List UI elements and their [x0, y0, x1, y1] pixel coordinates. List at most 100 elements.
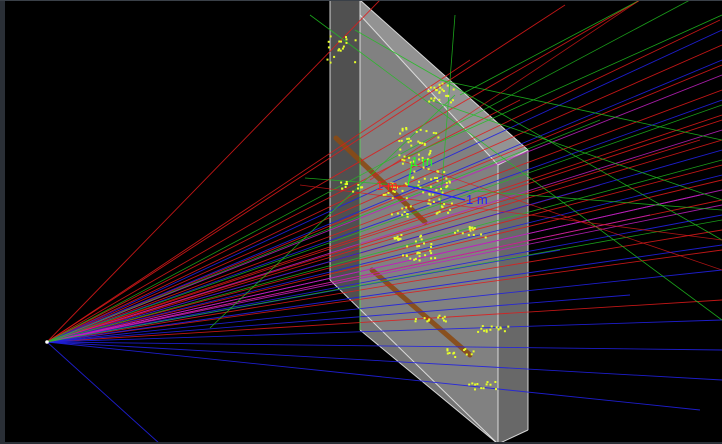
hit-point	[445, 94, 448, 97]
track-green-secondary	[439, 14, 456, 211]
track-red	[46, 114, 722, 343]
hit-point	[438, 198, 441, 201]
hit-point	[398, 154, 401, 157]
hit-point	[396, 235, 399, 238]
hit-point	[485, 383, 488, 386]
hit-point	[450, 101, 452, 104]
hit-point	[441, 317, 444, 320]
hit-point	[436, 180, 439, 182]
hit-point	[482, 387, 485, 390]
hit-point	[480, 327, 483, 330]
hit-point	[417, 153, 420, 156]
hit-point	[474, 383, 477, 386]
hit-point	[361, 186, 364, 189]
track-red-secondary	[299, 184, 722, 241]
hit-point	[392, 190, 395, 193]
hit-point	[345, 36, 347, 39]
hit-point	[393, 190, 396, 193]
hit-point	[430, 243, 433, 245]
hit-point	[441, 82, 444, 85]
hit-point	[397, 239, 400, 241]
hit-point	[433, 97, 436, 100]
hit-point	[417, 140, 420, 143]
hit-point	[341, 187, 344, 190]
detector-top-face	[360, 0, 528, 165]
hit-point	[497, 328, 500, 331]
track-green	[46, 119, 601, 343]
hit-point	[346, 183, 348, 185]
hit-point	[503, 330, 506, 333]
hit-point	[394, 186, 397, 188]
hit-point	[446, 348, 449, 351]
viewport-bottom-frame	[0, 442, 722, 444]
hit-point	[429, 185, 432, 188]
hit-point	[461, 232, 464, 235]
track-red	[46, 44, 722, 343]
track-red-secondary	[399, 159, 722, 271]
hit-point	[401, 158, 404, 161]
hit-point	[421, 159, 424, 162]
hit-point	[431, 193, 434, 196]
track-blue	[46, 149, 722, 343]
track-magenta	[46, 74, 722, 343]
track-red	[46, 119, 722, 343]
detector-edge	[329, 279, 499, 444]
track-red	[46, 19, 721, 343]
hit-point	[340, 181, 343, 184]
viewport-left-frame	[0, 0, 5, 444]
hit-point	[399, 237, 402, 240]
hit-point	[406, 215, 409, 218]
track-red	[46, 89, 722, 343]
hit-point	[387, 192, 390, 194]
hit-point	[430, 245, 432, 248]
hit-point	[342, 45, 345, 48]
hit-point	[428, 318, 431, 321]
hit-point	[440, 205, 443, 208]
hit-point	[470, 353, 473, 356]
hit-point	[416, 245, 419, 248]
hit-point	[345, 38, 348, 41]
hit-point	[414, 257, 417, 260]
hit-point	[352, 190, 355, 193]
hit-point	[434, 257, 437, 260]
hit-point	[426, 320, 429, 323]
hit-point	[408, 156, 411, 159]
hit-point	[427, 168, 430, 171]
hit-point	[441, 191, 444, 194]
track-green-secondary	[429, 99, 722, 201]
hit-point	[429, 152, 432, 155]
hit-point	[401, 162, 404, 165]
hit-point	[437, 136, 440, 139]
track-blue	[46, 174, 722, 343]
hit-point	[472, 233, 475, 236]
detector-front-face	[360, 15, 498, 444]
hit-point	[420, 238, 423, 241]
track-green-secondary	[459, 0, 641, 96]
track-red	[46, 229, 722, 343]
hit-point	[423, 143, 426, 146]
hit-point	[446, 94, 449, 97]
hit-point	[481, 325, 484, 328]
hit-point	[472, 228, 475, 231]
hit-point	[408, 137, 411, 140]
hit-point	[414, 240, 417, 243]
hit-point	[395, 237, 398, 240]
hit-point	[494, 381, 497, 383]
axis-z-line	[407, 185, 466, 201]
hit-point	[495, 326, 498, 329]
hit-point	[354, 61, 357, 64]
hit-point	[463, 349, 466, 351]
hit-point	[447, 211, 450, 214]
hit-point	[329, 61, 332, 64]
hit-point	[399, 132, 402, 135]
hit-point	[398, 140, 401, 142]
hit-point	[468, 226, 471, 228]
hit-point	[446, 349, 449, 352]
hit-point	[406, 183, 409, 186]
track-green-secondary	[209, 94, 456, 329]
hit-point	[406, 245, 409, 248]
hit-point	[405, 206, 408, 209]
hit-point	[345, 180, 348, 183]
